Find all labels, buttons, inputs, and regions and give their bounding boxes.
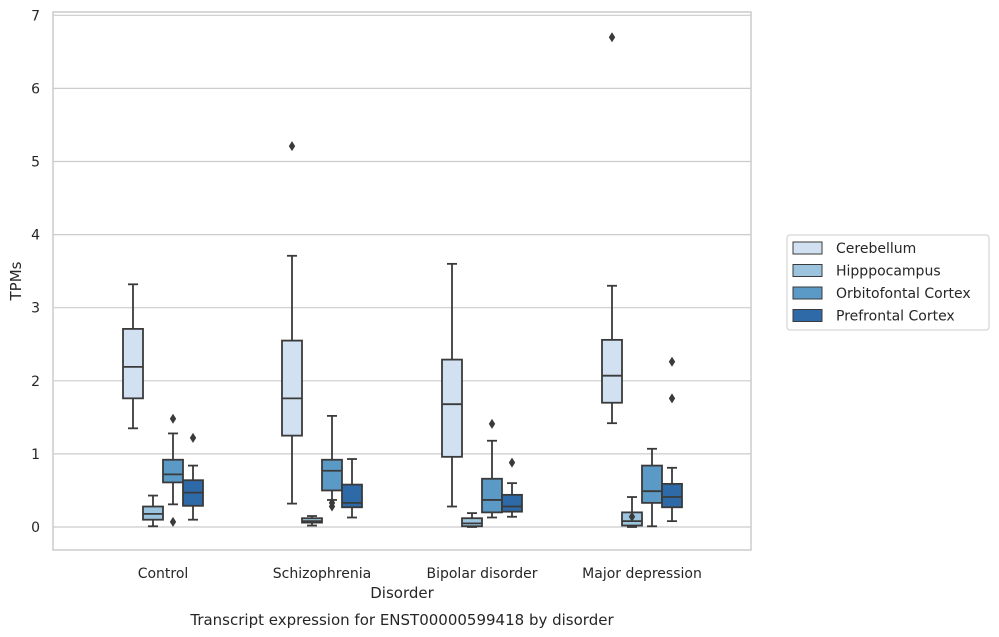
box	[481, 477, 503, 514]
box	[162, 458, 184, 484]
box-group	[621, 496, 643, 528]
box	[661, 482, 683, 509]
legend-swatch	[792, 309, 823, 322]
outlier-point	[608, 32, 616, 43]
box	[441, 358, 463, 458]
box-group	[501, 457, 523, 518]
box	[501, 493, 523, 513]
box	[122, 327, 144, 400]
box-group	[481, 418, 503, 519]
plot-frame	[52, 11, 752, 551]
legend-frame	[786, 234, 990, 331]
box	[641, 464, 663, 504]
outlier-point	[169, 516, 177, 527]
box-group	[281, 141, 303, 505]
box	[281, 339, 303, 437]
box	[321, 458, 343, 492]
legend-label: Hipppocampus	[836, 264, 941, 280]
box-group	[341, 458, 363, 519]
outlier-point	[488, 418, 496, 429]
y-tick-label: 5	[31, 155, 40, 171]
y-tick-label: 2	[31, 374, 40, 390]
box-group	[162, 413, 184, 527]
legend-label: Cerebellum	[836, 241, 916, 257]
outlier-point	[668, 393, 676, 404]
y-tick-label: 0	[31, 520, 40, 536]
legend-label: Orbitofontal Cortex	[836, 286, 971, 302]
box-group	[301, 515, 323, 527]
outlier-point	[328, 497, 336, 508]
box-group	[641, 447, 663, 528]
outlier-point	[169, 413, 177, 424]
legend-swatch	[792, 264, 823, 277]
legend-label: Prefrontal Cortex	[836, 309, 955, 325]
box	[461, 517, 483, 528]
box-group	[441, 262, 463, 508]
legend-swatch	[792, 286, 823, 300]
outlier-point	[668, 356, 676, 367]
box	[601, 338, 623, 404]
x-tick-label: Bipolar disorder	[426, 566, 537, 582]
box-group	[142, 494, 164, 528]
box-plots	[122, 32, 683, 528]
box-group	[461, 512, 483, 528]
legend-swatch	[792, 241, 823, 255]
chart-caption: Transcript expression for ENST0000059941…	[189, 611, 614, 629]
x-tick-label: Major depression	[582, 566, 702, 582]
x-axis-title: Disorder	[370, 584, 434, 602]
outlier-point	[288, 141, 296, 152]
box-group	[182, 432, 204, 521]
y-tick-label: 1	[31, 447, 40, 463]
legend: Cerebellum Hipppocampus Orbitofontal Corte…	[786, 234, 990, 331]
y-axis-title: TPMs	[7, 261, 25, 301]
y-tick-label: 3	[31, 301, 40, 317]
box	[341, 483, 363, 509]
x-tick-label: Control	[138, 566, 189, 582]
box-group	[122, 283, 144, 430]
y-tick-label: 6	[31, 81, 40, 97]
box-group	[601, 32, 623, 425]
x-tick-labels: Control Schizophrenia Bipolar disorder Majo…	[138, 566, 702, 582]
y-tick-label: 4	[31, 228, 40, 244]
grid-layer	[53, 14, 751, 528]
outlier-point	[628, 511, 636, 522]
x-tick-label: Schizophrenia	[273, 566, 371, 582]
outlier-point	[508, 457, 516, 468]
y-tick-labels: 0 1 2 3 4 5 6 7	[31, 8, 40, 536]
box-group	[321, 414, 343, 512]
y-tick-label: 7	[31, 8, 40, 24]
outlier-point	[189, 432, 197, 443]
box-group	[661, 356, 683, 523]
